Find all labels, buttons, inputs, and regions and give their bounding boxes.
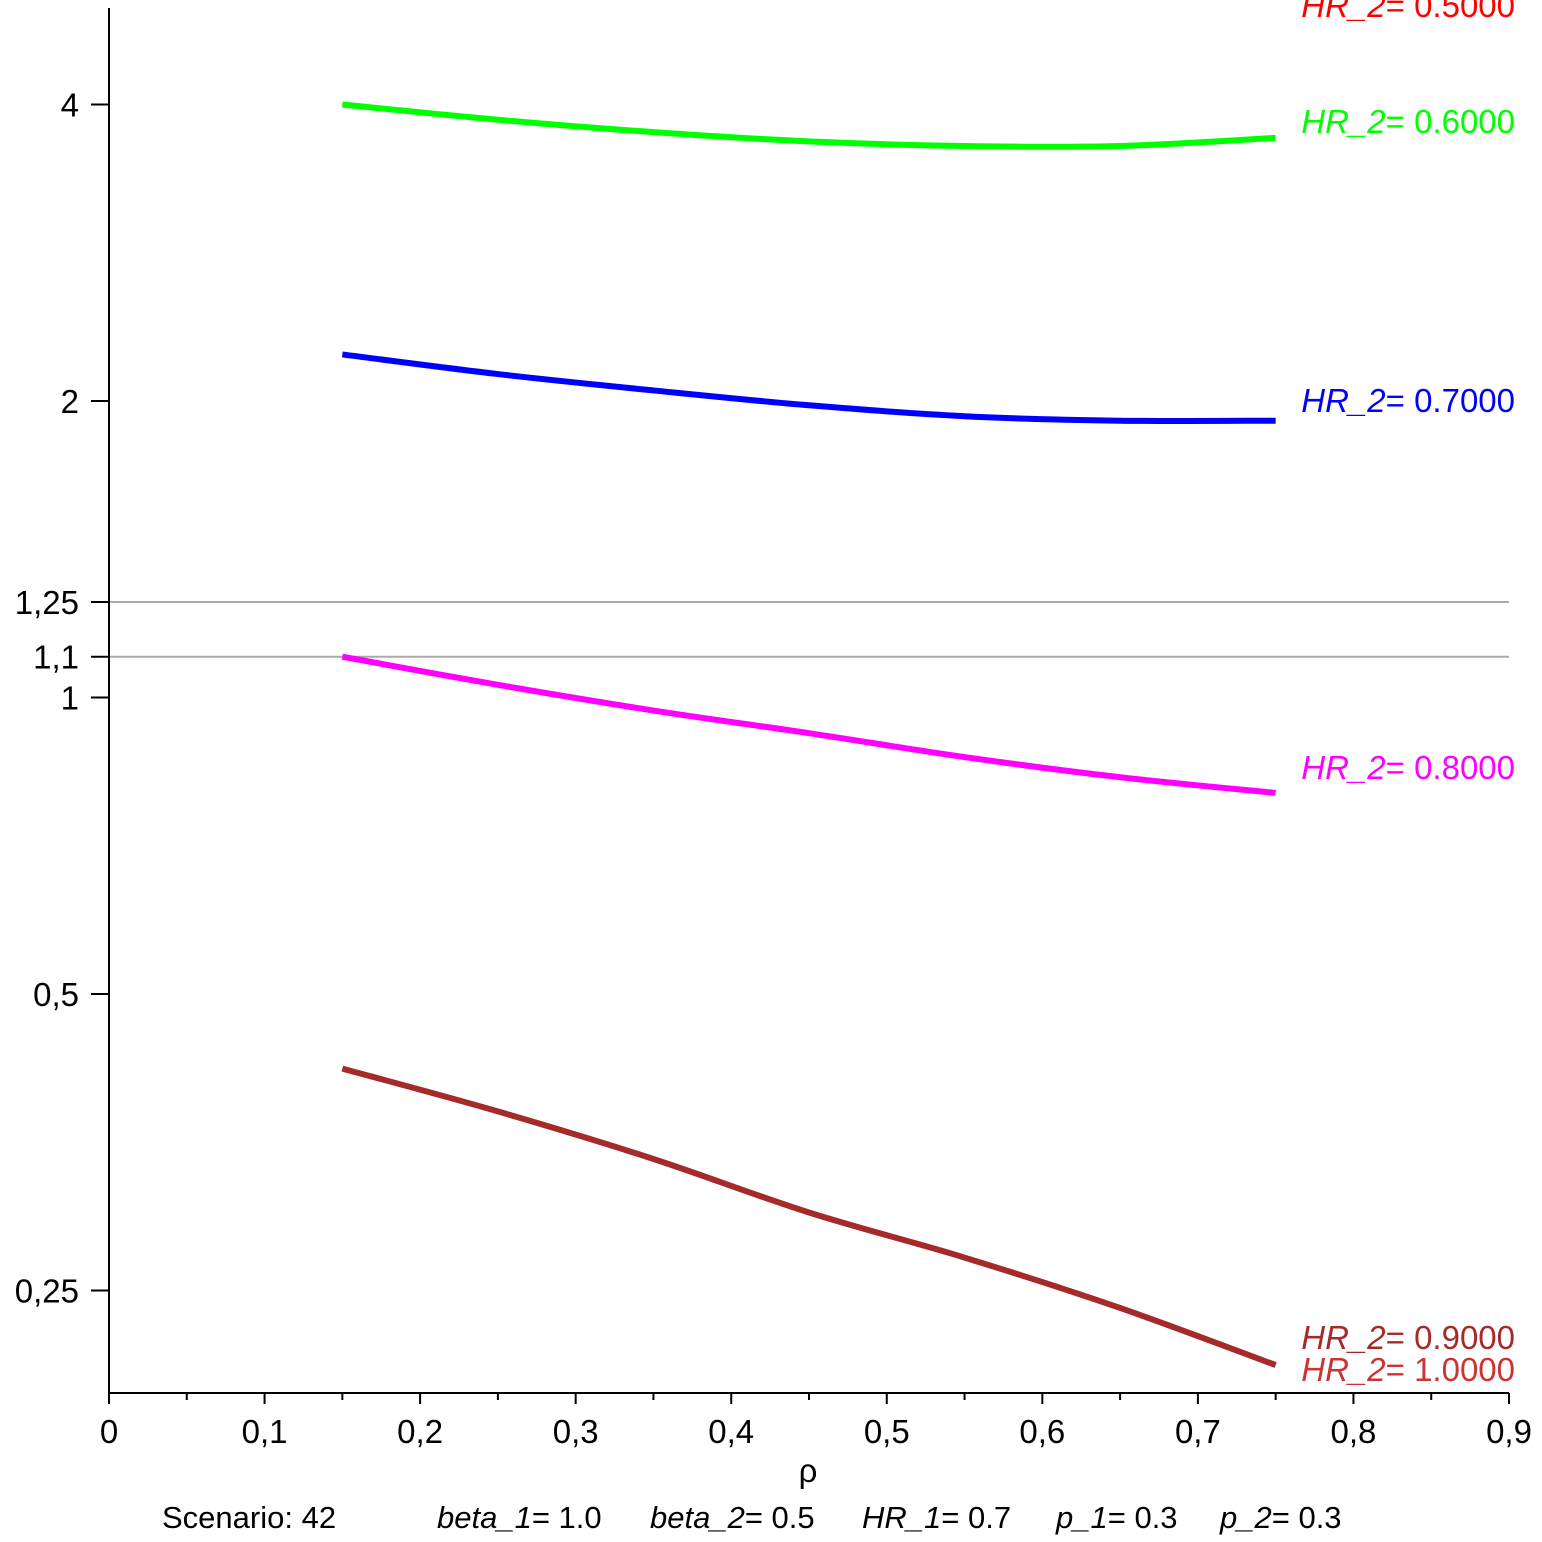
x-tick-label: 0,5	[864, 1413, 910, 1450]
x-tick-label: 0,7	[1175, 1413, 1221, 1450]
x-tick-label: 0,9	[1486, 1413, 1532, 1450]
y-tick-label: 2	[61, 383, 79, 420]
caption-param-value: = 0.3	[1272, 1500, 1342, 1535]
series-line-3	[341, 653, 1276, 796]
y-tick-label: 1,1	[33, 639, 79, 676]
series-lines	[341, 101, 1277, 1368]
series-label-value: = 0.7000	[1386, 382, 1515, 419]
x-tick-label: 0,6	[1019, 1413, 1065, 1450]
y-tick-label: 0,5	[33, 976, 79, 1013]
series-label-value: = 0.5000	[1386, 0, 1515, 24]
y-tick-label: 1	[61, 680, 79, 717]
series-label-0: HR_2= 0.5000	[1301, 0, 1515, 24]
series-line-2	[341, 351, 1276, 425]
x-tick-label: 0,8	[1331, 1413, 1377, 1450]
x-tick-label: 0	[100, 1413, 118, 1450]
series-label-name: HR_2	[1301, 1351, 1385, 1388]
x-tick-label: 0,3	[553, 1413, 599, 1450]
axes: 0 0,1 0,2 0,3 0,4 0,5 0,6 0,7 0,8 0,9 0,25 0,5 1 1,1 1…	[15, 8, 1532, 1450]
caption-param-value: = 0.3	[1108, 1500, 1178, 1535]
series-label-4: HR_2= 0.9000	[1301, 1319, 1515, 1356]
caption-param-name: beta_1	[437, 1500, 532, 1535]
series-label-name: HR_2	[1301, 1319, 1385, 1356]
series-label-value: = 0.9000	[1386, 1319, 1515, 1356]
caption-param-name: HR_1	[862, 1500, 941, 1535]
x-axis-label: ρ	[799, 1452, 818, 1489]
series-label-name: HR_2	[1301, 103, 1385, 140]
series-label-1: HR_2= 0.6000	[1301, 103, 1515, 140]
series-label-value: = 0.6000	[1386, 103, 1515, 140]
series-label-name: HR_2	[1301, 749, 1385, 786]
chart-caption: Scenario: 42 beta_1= 1.0 beta_2= 0.5 HR_1=…	[162, 1500, 1342, 1535]
series-label-3: HR_2= 0.8000	[1301, 749, 1515, 786]
x-tick-label: 0,1	[242, 1413, 288, 1450]
y-tick-label: 0,25	[15, 1273, 79, 1310]
scenario-label: Scenario: 42	[162, 1500, 336, 1535]
series-label-value: = 1.0000	[1386, 1351, 1515, 1388]
series-line-4	[341, 1065, 1277, 1368]
series-label-2: HR_2= 0.7000	[1301, 382, 1515, 419]
series-label-5: HR_2= 1.0000	[1301, 1351, 1515, 1388]
x-tick-label: 0,4	[708, 1413, 754, 1450]
y-tick-label: 1,25	[15, 584, 79, 621]
x-tick-label: 0,2	[397, 1413, 443, 1450]
series-line-1	[342, 101, 1276, 150]
y-tick-label: 4	[61, 87, 79, 124]
caption-param-name: p_1	[1055, 1500, 1108, 1535]
caption-param-value: = 1.0	[532, 1500, 602, 1535]
series-label-name: HR_2	[1301, 382, 1385, 419]
caption-param-value: = 0.5	[745, 1500, 815, 1535]
series-label-name: HR_2	[1301, 0, 1385, 24]
series-label-value: = 0.8000	[1386, 749, 1515, 786]
caption-param-name: p_2	[1219, 1500, 1272, 1535]
caption-param-name: beta_2	[650, 1500, 745, 1535]
caption-param-value: = 0.7	[941, 1500, 1011, 1535]
